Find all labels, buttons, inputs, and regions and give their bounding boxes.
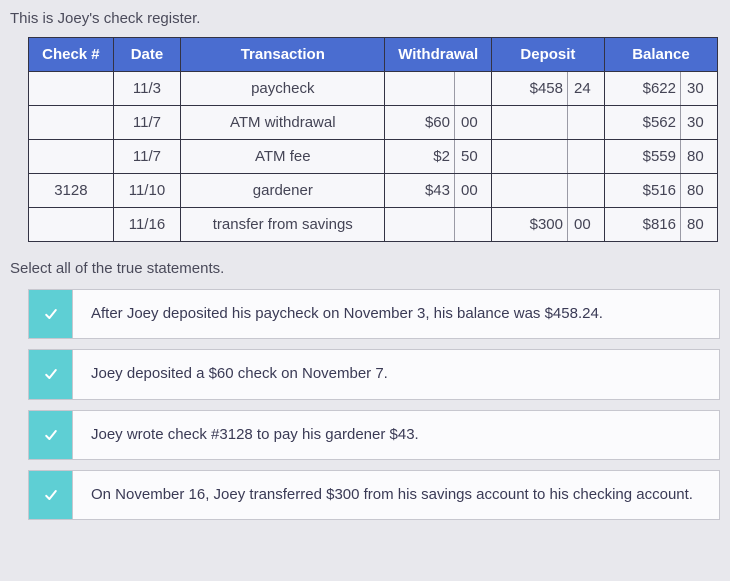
deposit-cents: 00 (567, 208, 604, 242)
options-list: After Joey deposited his paycheck on Nov… (28, 289, 720, 520)
withdrawal-cents (454, 208, 491, 242)
answer-option[interactable]: On November 16, Joey transferred $300 fr… (28, 470, 720, 520)
table-header-row: Check # Date Transaction Withdrawal Depo… (29, 38, 718, 72)
deposit-cents (567, 174, 604, 208)
check-cell: 3128 (29, 174, 114, 208)
option-text: On November 16, Joey transferred $300 fr… (72, 470, 720, 520)
check-cell (29, 208, 114, 242)
deposit-dollars: $300 (491, 208, 567, 242)
deposit-dollars (491, 140, 567, 174)
date-cell: 11/3 (113, 72, 180, 106)
balance-cents: 80 (680, 140, 717, 174)
withdrawal-dollars (385, 72, 455, 106)
date-cell: 11/16 (113, 208, 180, 242)
col-transaction: Transaction (181, 38, 385, 72)
balance-dollars: $622 (604, 72, 680, 106)
balance-cents: 30 (680, 72, 717, 106)
table-row: 11/7ATM fee$250 $55980 (29, 140, 718, 174)
check-cell (29, 106, 114, 140)
checkmark-icon[interactable] (28, 470, 72, 520)
check-cell (29, 72, 114, 106)
withdrawal-dollars: $2 (385, 140, 455, 174)
date-cell: 11/10 (113, 174, 180, 208)
deposit-cents (567, 106, 604, 140)
date-cell: 11/7 (113, 106, 180, 140)
withdrawal-dollars (385, 208, 455, 242)
col-balance: Balance (604, 38, 717, 72)
deposit-cents (567, 140, 604, 174)
balance-dollars: $516 (604, 174, 680, 208)
checkmark-icon[interactable] (28, 349, 72, 399)
date-cell: 11/7 (113, 140, 180, 174)
intro-text: This is Joey's check register. (10, 10, 720, 27)
option-text: After Joey deposited his paycheck on Nov… (72, 289, 720, 339)
transaction-cell: gardener (181, 174, 385, 208)
balance-cents: 80 (680, 174, 717, 208)
withdrawal-cents: 00 (454, 106, 491, 140)
checkmark-icon[interactable] (28, 289, 72, 339)
check-register-table: Check # Date Transaction Withdrawal Depo… (28, 37, 718, 242)
col-check: Check # (29, 38, 114, 72)
answer-option[interactable]: Joey wrote check #3128 to pay his garden… (28, 410, 720, 460)
table-row: 11/16transfer from savings $30000$81680 (29, 208, 718, 242)
balance-cents: 80 (680, 208, 717, 242)
withdrawal-cents: 00 (454, 174, 491, 208)
balance-cents: 30 (680, 106, 717, 140)
option-text: Joey deposited a $60 check on November 7… (72, 349, 720, 399)
deposit-dollars (491, 106, 567, 140)
deposit-dollars (491, 174, 567, 208)
check-cell (29, 140, 114, 174)
transaction-cell: transfer from savings (181, 208, 385, 242)
transaction-cell: paycheck (181, 72, 385, 106)
question-prompt: Select all of the true statements. (10, 260, 720, 277)
transaction-cell: ATM fee (181, 140, 385, 174)
table-row: 11/3paycheck $45824$62230 (29, 72, 718, 106)
table-row: 312811/10gardener$4300 $51680 (29, 174, 718, 208)
answer-option[interactable]: After Joey deposited his paycheck on Nov… (28, 289, 720, 339)
balance-dollars: $559 (604, 140, 680, 174)
withdrawal-cents: 50 (454, 140, 491, 174)
col-deposit: Deposit (491, 38, 604, 72)
col-date: Date (113, 38, 180, 72)
withdrawal-dollars: $43 (385, 174, 455, 208)
checkmark-icon[interactable] (28, 410, 72, 460)
option-text: Joey wrote check #3128 to pay his garden… (72, 410, 720, 460)
transaction-cell: ATM withdrawal (181, 106, 385, 140)
balance-dollars: $562 (604, 106, 680, 140)
balance-dollars: $816 (604, 208, 680, 242)
withdrawal-dollars: $60 (385, 106, 455, 140)
deposit-cents: 24 (567, 72, 604, 106)
col-withdrawal: Withdrawal (385, 38, 491, 72)
table-row: 11/7ATM withdrawal$6000 $56230 (29, 106, 718, 140)
withdrawal-cents (454, 72, 491, 106)
deposit-dollars: $458 (491, 72, 567, 106)
answer-option[interactable]: Joey deposited a $60 check on November 7… (28, 349, 720, 399)
